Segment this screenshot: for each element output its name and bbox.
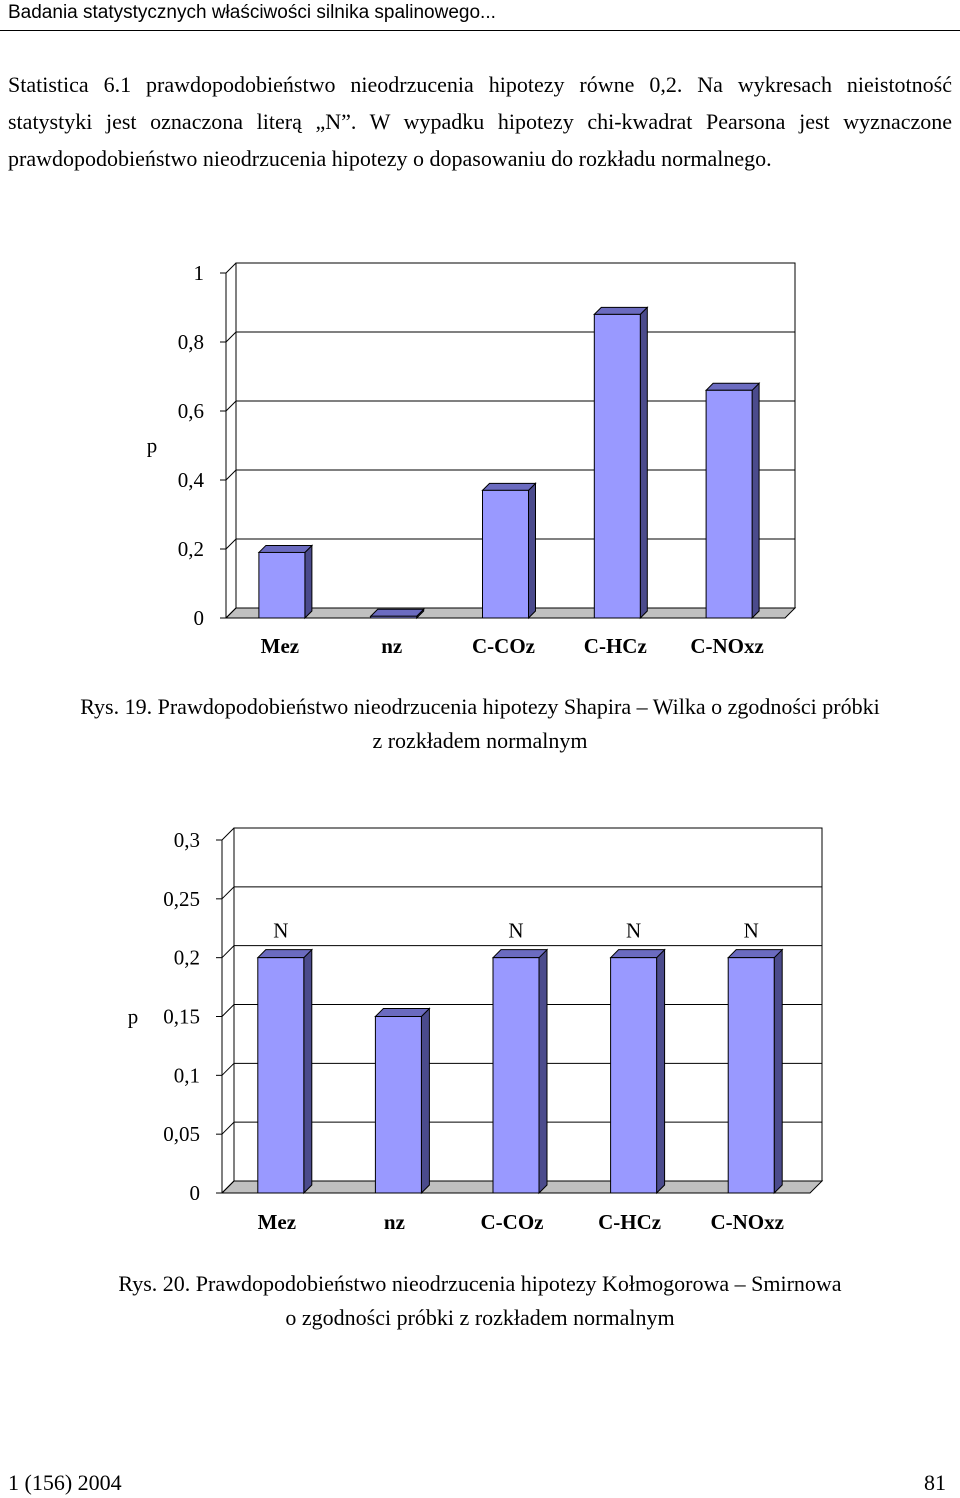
- bar-top: [609, 949, 666, 959]
- bar-side: [304, 544, 313, 620]
- x-category-label: C-COz: [472, 634, 535, 658]
- x-category-label: C-NOxz: [690, 634, 763, 658]
- y-axis-label: p: [147, 434, 158, 458]
- gridline: [225, 262, 795, 274]
- bar-side: [528, 482, 536, 620]
- bar-side: [303, 948, 313, 1195]
- bar-top: [256, 949, 314, 959]
- gridline: [221, 886, 822, 900]
- y-tick-label: 0: [190, 1181, 201, 1205]
- bar-top: [369, 608, 425, 617]
- bar: [370, 615, 418, 619]
- chart-shapiro-wilk: 0 0,2 0,4 0,6 0,8 1 p Mez nz C-COz C-HCz C-NOxz: [147, 261, 797, 658]
- bar: [705, 389, 753, 619]
- bar-top: [491, 949, 549, 959]
- bar-annotation: N: [744, 919, 759, 943]
- x-category-label: nz: [384, 1210, 405, 1234]
- bar: [492, 957, 540, 1194]
- y-tick-label: 1: [194, 261, 205, 285]
- x-category-label: Mez: [261, 634, 299, 658]
- y-tick-label: 0,2: [178, 537, 204, 561]
- figure-19-caption-line1: Rys. 19. Prawdopodobieństwo nieodrzuceni…: [80, 694, 880, 719]
- gridline: [221, 827, 822, 841]
- bar: [727, 957, 775, 1194]
- bar: [593, 313, 641, 619]
- footer-page-number: 81: [924, 1470, 946, 1495]
- body-paragraph: Statistica 6.1 prawdopodobieństwo nieodr…: [8, 72, 952, 171]
- figure-20-caption: Rys. 20. Prawdopodobieństwo nieodrzuceni…: [0, 1267, 960, 1335]
- bar-annotation: N: [273, 919, 288, 943]
- y-tick-label: 0,3: [174, 828, 200, 852]
- bar: [610, 957, 658, 1194]
- x-category-label: C-HCz: [584, 634, 647, 658]
- y-tick-label: 0,15: [163, 1005, 200, 1029]
- x-category-label: C-NOxz: [710, 1210, 783, 1234]
- bar: [374, 1016, 422, 1194]
- y-tick-label: 0,4: [178, 468, 205, 492]
- bar-annotation: N: [508, 919, 523, 943]
- bar: [482, 489, 529, 619]
- bar: [258, 551, 306, 619]
- footer-issue: 1 (156) 2004: [8, 1470, 122, 1495]
- figure-19-caption: Rys. 19. Prawdopodobieństwo nieodrzuceni…: [0, 690, 960, 758]
- bar-side: [420, 1007, 430, 1195]
- chart-kolmogorov-smirnov: 0 0,05 0,1 0,15 0,2 0,25 0,3 p Mez Nnz C-COz N C-HCz…: [128, 827, 824, 1234]
- bar-side: [751, 382, 760, 620]
- y-tick-label: 0,8: [178, 330, 204, 354]
- figure-19-caption-line2: z rozkładem normalnym: [372, 728, 588, 753]
- bar-side: [639, 306, 648, 620]
- bar-top: [704, 382, 761, 391]
- bar-side: [656, 948, 666, 1195]
- bar-top: [257, 544, 314, 553]
- bar-side: [773, 948, 783, 1195]
- y-tick-label: 0,6: [178, 399, 204, 423]
- y-tick-label: 0,2: [174, 946, 200, 970]
- running-header: Badania statystycznych właściwości silni…: [8, 2, 496, 23]
- bar-top: [593, 306, 649, 315]
- y-tick-label: 0,1: [174, 1063, 200, 1087]
- header-rule: [0, 30, 960, 31]
- x-category-label: Mez: [258, 1210, 296, 1234]
- x-category-label: C-HCz: [598, 1210, 661, 1234]
- bar-top: [481, 482, 537, 491]
- bar-top: [374, 1008, 431, 1017]
- bar-side: [538, 948, 548, 1195]
- y-tick-label: 0,25: [163, 887, 200, 911]
- x-category-label: nz: [381, 634, 402, 658]
- gridline: [221, 945, 822, 959]
- bar-top: [726, 949, 784, 959]
- y-axis-label: p: [128, 1005, 139, 1029]
- y-tick-label: 0,05: [163, 1122, 200, 1146]
- figure-20-caption-line1: Rys. 20. Prawdopodobieństwo nieodrzuceni…: [118, 1271, 842, 1296]
- figure-20-caption-line2: o zgodności próbki z rozkładem normalnym: [285, 1305, 675, 1330]
- x-category-label: C-COz: [481, 1210, 544, 1234]
- bar-annotation: N: [626, 919, 641, 943]
- bar: [257, 957, 305, 1194]
- y-tick-label: 0: [194, 606, 205, 630]
